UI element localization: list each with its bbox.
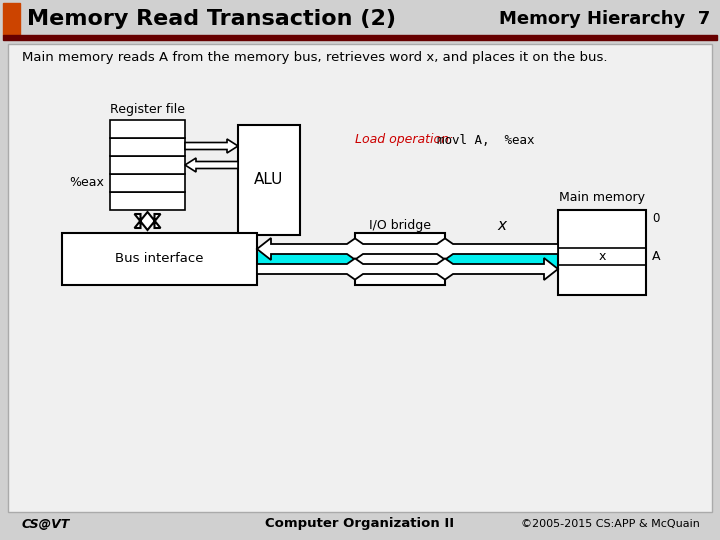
Text: I/O bridge: I/O bridge — [369, 219, 431, 232]
Text: CS@VT: CS@VT — [22, 517, 71, 530]
Polygon shape — [257, 238, 558, 260]
Bar — [110, 192, 185, 210]
Bar — [62, 233, 257, 285]
Bar — [110, 138, 185, 156]
Bar — [110, 120, 185, 138]
Text: x: x — [598, 250, 606, 263]
Bar — [3, 35, 717, 40]
Bar — [8, 44, 712, 512]
Bar — [257, 252, 558, 266]
Text: Memory Hierarchy  7: Memory Hierarchy 7 — [499, 10, 710, 28]
Polygon shape — [185, 158, 238, 172]
Text: ALU: ALU — [254, 172, 284, 187]
Text: Load operation:: Load operation: — [355, 133, 457, 146]
Text: A: A — [652, 250, 660, 263]
Text: x: x — [497, 218, 506, 233]
Bar — [3, 3, 20, 35]
Text: Main memory reads A from the memory bus, retrieves word x, and places it on the : Main memory reads A from the memory bus,… — [22, 51, 608, 64]
Bar — [110, 156, 185, 174]
Polygon shape — [135, 212, 161, 230]
Text: Memory Read Transaction (2): Memory Read Transaction (2) — [27, 9, 396, 29]
Bar — [110, 174, 185, 192]
Text: ©2005-2015 CS:APP & McQuain: ©2005-2015 CS:APP & McQuain — [521, 519, 700, 529]
Bar — [238, 125, 300, 235]
Text: movl A,  %eax: movl A, %eax — [437, 133, 534, 146]
Polygon shape — [185, 139, 238, 153]
Text: Computer Organization II: Computer Organization II — [266, 517, 454, 530]
Polygon shape — [257, 258, 558, 280]
Text: 0: 0 — [652, 212, 660, 225]
Text: Main memory: Main memory — [559, 192, 645, 205]
Bar — [558, 210, 646, 295]
Text: %eax: %eax — [69, 177, 104, 190]
Text: Register file: Register file — [110, 104, 185, 117]
Text: Bus interface: Bus interface — [115, 253, 204, 266]
Bar — [355, 233, 445, 285]
